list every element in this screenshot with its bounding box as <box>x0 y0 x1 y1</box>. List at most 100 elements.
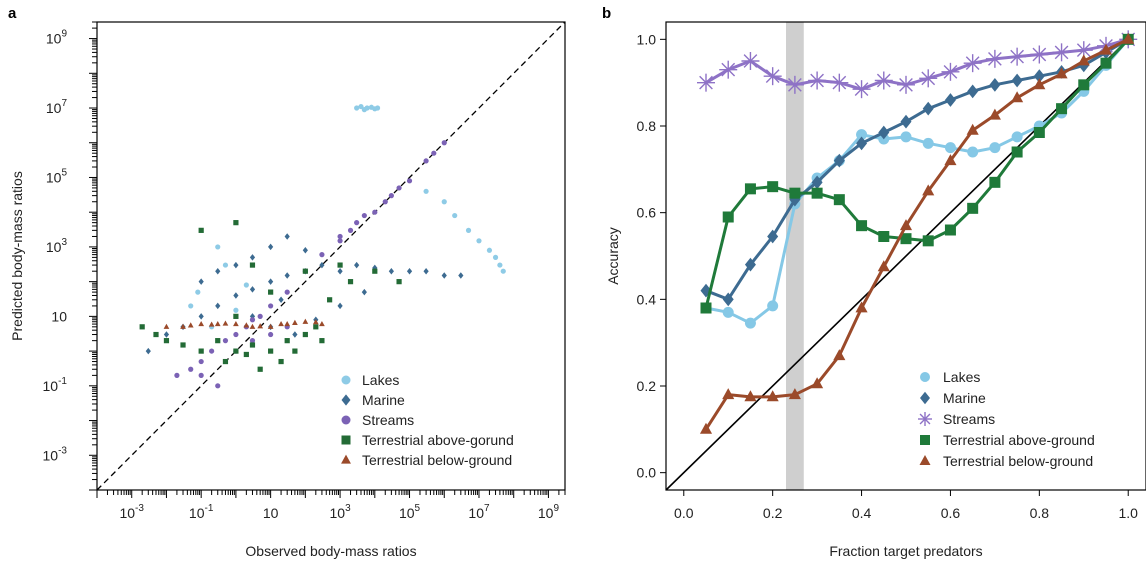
data-point <box>878 231 890 242</box>
data-point <box>188 303 194 309</box>
series-1 <box>700 32 1134 307</box>
y-tick-label: 0.6 <box>637 205 657 221</box>
data-point <box>856 220 868 232</box>
data-point <box>243 322 250 328</box>
data-point <box>767 229 779 244</box>
data-point <box>233 348 239 354</box>
x-tick-label: 107 <box>468 503 490 521</box>
data-point <box>944 154 957 166</box>
data-point <box>388 193 394 199</box>
y-tick-label: 10 <box>51 308 67 324</box>
data-point <box>1074 41 1093 60</box>
data-point <box>1033 127 1045 138</box>
data-point <box>249 338 256 344</box>
data-point <box>364 105 370 111</box>
legend-label: Streams <box>362 412 414 428</box>
panel-a-x-axis-title: Observed body-mass ratios <box>245 543 416 559</box>
data-point <box>1033 78 1046 90</box>
data-point <box>722 306 734 318</box>
data-point <box>361 212 367 219</box>
data-point <box>319 320 325 327</box>
panel-b-x-ticks: 0.0 0.2 0.4 0.6 0.8 1.0 <box>674 490 1138 521</box>
panel-b-identity-line <box>665 38 1129 491</box>
data-point <box>492 254 499 260</box>
data-point <box>284 233 290 240</box>
panel-b-y-axis-title: Accuracy <box>605 227 621 285</box>
x-tick-label: 0.2 <box>763 505 783 521</box>
data-point <box>372 268 378 274</box>
data-point <box>198 348 204 354</box>
data-point <box>214 320 221 327</box>
data-point <box>337 267 343 275</box>
data-point <box>811 175 823 190</box>
data-point <box>292 319 298 325</box>
series-3-points <box>139 220 402 372</box>
data-point <box>452 212 458 219</box>
data-point <box>198 358 204 365</box>
data-point <box>312 319 319 325</box>
data-point <box>163 331 170 338</box>
data-point <box>944 224 956 236</box>
data-point <box>855 301 868 313</box>
data-point <box>319 338 325 344</box>
legend-marker <box>920 435 930 445</box>
data-point <box>767 300 779 312</box>
data-point <box>423 267 429 275</box>
x-tick-label: 0.4 <box>852 505 872 521</box>
data-point <box>163 338 170 344</box>
legend-label: Terrestrial above-gorund <box>362 432 514 448</box>
data-point <box>811 377 824 389</box>
data-point <box>830 73 849 92</box>
panel-a-scatter-chart: a 10-3 10-1 10 103 105 107 109 10-310-11010310… <box>8 5 566 559</box>
data-point <box>198 320 205 327</box>
data-point <box>922 184 935 196</box>
legend-marker <box>919 455 931 465</box>
data-point <box>919 69 938 88</box>
data-point <box>441 272 447 279</box>
data-point <box>354 105 360 111</box>
series-2-points <box>174 140 447 389</box>
data-point <box>215 244 221 250</box>
data-point <box>1099 43 1113 55</box>
panel-b-legend: Lakes Marine Streams Terrestrial above-grou… <box>918 369 1095 469</box>
y-tick-label: 0.2 <box>637 378 657 394</box>
x-tick-label: 10 <box>263 505 279 521</box>
data-point <box>233 307 239 313</box>
data-point <box>967 84 979 99</box>
x-tick-label: 1.0 <box>1118 505 1138 521</box>
y-tick-label: 0.4 <box>637 291 657 307</box>
data-point <box>966 123 979 135</box>
data-point <box>922 101 934 116</box>
data-point <box>441 140 447 146</box>
data-point <box>1077 54 1090 66</box>
series-2 <box>697 30 1138 99</box>
data-point <box>1011 73 1023 88</box>
x-tick-label: 109 <box>538 503 560 521</box>
data-point <box>989 142 1001 154</box>
data-point <box>766 390 779 402</box>
data-point <box>233 261 239 269</box>
data-point <box>396 279 402 285</box>
series-4-points <box>163 318 325 329</box>
data-point <box>284 289 290 295</box>
data-point <box>1011 146 1023 158</box>
data-point <box>163 323 170 329</box>
y-tick-label: 103 <box>46 237 68 255</box>
data-point <box>963 54 982 73</box>
data-point <box>215 338 221 344</box>
data-point <box>719 60 738 79</box>
data-point <box>257 313 263 319</box>
data-point <box>989 77 1001 92</box>
x-tick-label: 0.0 <box>674 505 694 521</box>
data-point <box>697 73 715 92</box>
data-point <box>808 71 827 90</box>
data-point <box>922 235 934 247</box>
data-point <box>789 187 801 199</box>
data-point <box>1055 67 1068 79</box>
data-point <box>268 348 274 354</box>
data-point <box>785 75 804 94</box>
data-point <box>944 93 956 107</box>
data-point <box>268 289 274 295</box>
data-point <box>249 323 256 329</box>
data-point <box>278 320 284 327</box>
